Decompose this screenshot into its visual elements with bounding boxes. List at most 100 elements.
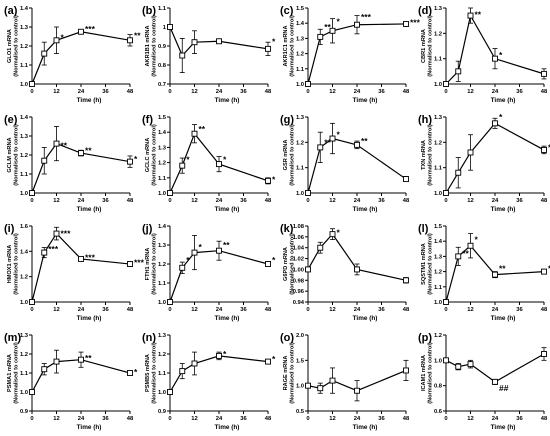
x-tick-label: 36 [378,89,385,95]
data-point [329,27,336,34]
y-tick-label: 1.5 [296,358,305,364]
y-tick-label: 1.0 [434,300,442,306]
panel-label: (o) [280,332,294,344]
data-point [179,264,186,271]
x-tick-label: 0 [168,416,171,422]
x-tick-label: 0 [168,89,171,95]
significance-mark: ** [324,22,331,32]
y-tick-label: 1.0 [434,191,442,197]
significance-mark: *** [85,24,96,34]
y-tick-label: 1.0 [296,82,304,88]
y-tick-label: 1.2 [434,270,442,276]
y-tick-label: 0.5 [296,409,305,415]
data-point [329,135,336,142]
data-point [29,389,35,395]
data-point [305,382,311,389]
y-axis-label-units: (Normalised to control) [14,124,20,186]
significance-mark: * [134,154,138,164]
y-tick-label: 1.3 [158,243,167,249]
panel-label: (n) [142,332,156,344]
y-tick-label: 1.3 [158,333,167,339]
data-point [403,277,409,284]
panel-label: (d) [418,5,432,17]
chart-panel-l: 1.0 1.1 1.2 1.3 1.4 1.5 0 12 24 36 48 Time (h) SQSTM… [418,223,550,322]
x-tick-label: 24 [78,307,85,313]
y-tick-label: 1.2 [20,352,28,358]
x-tick-label: 36 [240,198,247,204]
y-tick-label: 1.1 [158,6,167,12]
data-point [78,28,84,35]
y-axis-label: HMOX1 mRNA [7,245,13,284]
data-point [317,244,324,251]
significance-mark: *** [361,12,372,22]
data-point [53,358,60,365]
significance-mark: * [499,112,503,122]
x-tick-label: 0 [168,307,171,313]
significance-mark: * [272,36,276,46]
x-tick-label: 48 [127,416,134,422]
y-tick-label: 1.0 [20,191,28,197]
y-tick-label: 1.2 [158,161,166,167]
y-tick-label: 1.0 [158,300,166,306]
x-tick-label: 0 [30,416,33,422]
x-axis-label: Time (h) [215,97,240,104]
y-tick-label: 1.1 [296,67,305,73]
data-point [305,190,311,196]
significance-mark: *** [48,244,59,254]
y-axis-label: FTH1 mRNA [145,248,151,281]
significance-mark: *** [410,17,421,27]
chart-panel-e: 1.0 1.1 1.2 1.3 1.4 0 12 24 36 48 Time (h) GCLM mRN… [4,114,138,213]
x-tick-label: 48 [265,198,272,204]
x-tick-label: 0 [30,89,33,95]
y-tick-label: 1.2 [296,140,304,146]
data-point [191,360,198,367]
y-tick-label: 1.08 [293,224,305,230]
x-tick-label: 36 [378,416,385,422]
x-tick-label: 24 [216,416,223,422]
data-point [541,70,547,77]
chart-panel-n: 0.9 1.0 1.1 1.2 1.3 0 12 24 36 48 Time (h) PSMB5 mR… [142,332,276,431]
data-point [41,366,48,373]
y-tick-label: 1.3 [296,36,305,42]
chart-panel-a: 1.0 1.1 1.2 1.3 1.4 0 12 24 36 48 Time (h) GLO1 mRN… [4,5,141,104]
y-axis-label-units: (Normalised to control) [428,15,434,77]
data-point [443,299,449,305]
x-tick-label: 12 [329,198,335,204]
chart-panel-c: 1.0 1.1 1.2 1.3 1.4 1.5 0 12 24 36 48 Time (h) AKR1C… [280,5,421,104]
data-point [467,361,474,368]
data-point [354,387,360,394]
data-point [492,120,498,127]
x-tick-label: 0 [306,89,309,95]
panel-label: (c) [280,5,294,17]
significance-mark: ** [134,31,141,41]
data-point [317,33,324,40]
y-tick-label: 1.1 [20,63,29,69]
y-axis-label-units: (Normalised to control) [152,124,158,186]
y-tick-label: 0.98 [293,278,305,284]
y-tick-label: 1.04 [293,246,305,252]
data-point [541,146,547,153]
y-tick-label: 1.4 [20,249,29,255]
data-point [216,352,222,359]
x-tick-label: 48 [403,198,410,204]
x-tick-label: 12 [191,198,197,204]
y-tick-label: 1.1 [296,166,305,172]
y-tick-label: 1.5 [434,224,443,230]
series-line [31,232,131,303]
x-tick-label: 48 [541,198,548,204]
data-point [216,247,222,254]
x-tick-label: 0 [444,198,447,204]
x-tick-label: 48 [403,307,410,313]
data-point [492,55,498,62]
y-tick-label: 1.00 [293,267,304,273]
y-axis-label: SQSTM1 mRNA [421,243,427,285]
panel-label: (g) [280,114,294,126]
y-tick-label: 1.3 [20,134,29,140]
y-tick-label: 1 [163,25,167,31]
data-point [179,52,186,59]
significance-mark: ## [499,383,509,393]
data-point [467,12,474,19]
y-tick-label: 1.2 [434,31,442,37]
x-tick-label: 48 [403,416,410,422]
y-tick-label: 1.06 [293,235,305,241]
